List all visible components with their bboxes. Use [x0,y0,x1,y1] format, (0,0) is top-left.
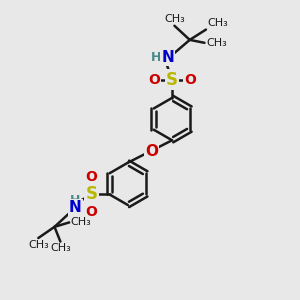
Text: CH₃: CH₃ [71,218,92,227]
Text: N: N [69,200,82,215]
Text: O: O [145,144,158,159]
Text: O: O [85,170,97,184]
Text: O: O [148,73,160,87]
Text: N: N [161,50,174,65]
Text: O: O [85,205,97,219]
Text: CH₃: CH₃ [206,38,227,48]
Text: H: H [70,194,80,207]
Text: CH₃: CH₃ [28,239,49,250]
Text: S: S [85,185,97,203]
Text: CH₃: CH₃ [207,18,228,28]
Text: S: S [166,70,178,88]
Text: CH₃: CH₃ [50,243,71,253]
Text: H: H [151,51,162,64]
Text: O: O [184,73,196,87]
Text: CH₃: CH₃ [164,14,185,24]
